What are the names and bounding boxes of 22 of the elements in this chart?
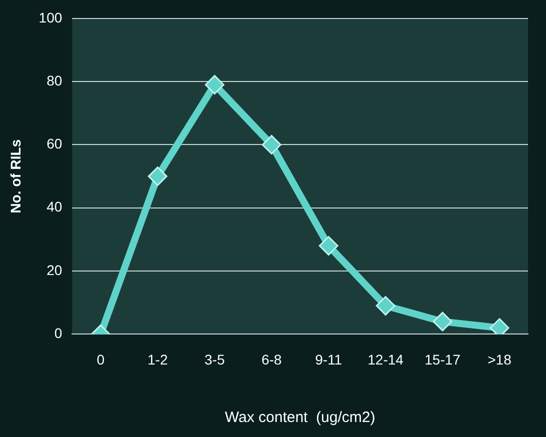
y-tick-label: 0: [54, 325, 62, 342]
y-tick-label: 60: [46, 136, 62, 152]
x-tick-label: 1-2: [148, 351, 168, 368]
x-tick-label: 6-8: [261, 351, 282, 368]
x-tick-label: 3-5: [204, 351, 225, 368]
point: [204, 74, 224, 94]
point: [318, 236, 338, 256]
point: [432, 312, 452, 332]
y-tick-label: 40: [46, 198, 62, 215]
point: [376, 296, 396, 316]
y-tick-label: 20: [46, 262, 62, 278]
point: [262, 134, 282, 154]
x-tick-label: 12-14: [368, 351, 404, 368]
x-tick-label: >18: [488, 351, 512, 368]
x-axis-title: Wax content (ug/cm2): [224, 409, 376, 426]
x-tick-label: 9-11: [315, 351, 342, 368]
y-axis-title: No. of RILs: [7, 139, 24, 214]
y-tick-label: 80: [46, 72, 62, 88]
x-tick-label: 15-17: [424, 351, 461, 368]
y-tick-label: 100: [38, 9, 62, 26]
x-tick-label: 0: [96, 351, 105, 368]
point: [148, 166, 168, 186]
